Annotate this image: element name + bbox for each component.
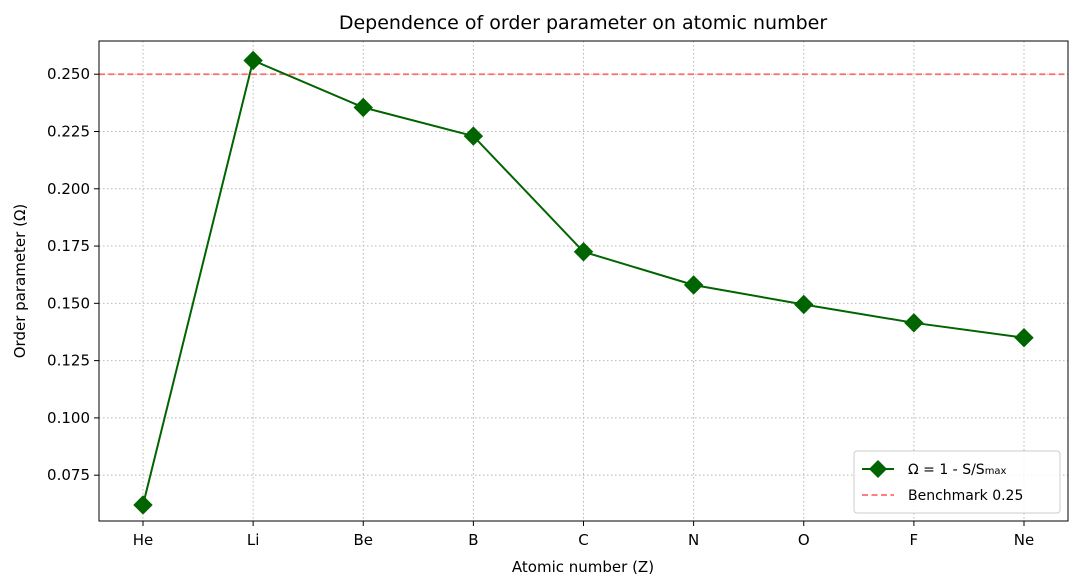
x-tick-label: B — [468, 531, 478, 549]
data-point-marker — [683, 275, 704, 295]
y-tick-label: 0.175 — [47, 237, 90, 255]
y-tick-label: 0.100 — [47, 409, 90, 427]
x-tick-label: Ne — [1014, 531, 1034, 549]
legend-box — [853, 450, 1061, 514]
data-point-marker — [573, 242, 594, 262]
x-tick-label: F — [910, 531, 919, 549]
data-point-marker — [1014, 327, 1034, 348]
x-tick-label: O — [798, 531, 810, 549]
y-tick-label: 0.250 — [47, 65, 90, 83]
legend-series-marker — [869, 460, 887, 478]
y-tick-label: 0.150 — [47, 294, 90, 312]
data-point-marker — [794, 294, 814, 315]
x-tick-label: He — [133, 531, 154, 549]
y-tick-label: 0.075 — [47, 466, 90, 484]
data-point-marker — [353, 97, 373, 118]
data-point-marker — [904, 313, 924, 333]
y-tick-label: 0.200 — [47, 180, 90, 198]
chart-title: Dependence of order parameter on atomic … — [339, 12, 828, 34]
legend-benchmark-label: Benchmark 0.25 — [908, 488, 1023, 504]
y-tick-label: 0.125 — [47, 352, 90, 370]
grid — [99, 41, 1068, 521]
data-point-marker — [463, 126, 484, 146]
data-point-marker — [133, 495, 153, 515]
legend-series-label: Ω = 1 - S/Smax — [908, 462, 1007, 478]
y-ticks: 0.075 0.100 0.125 0.150 0.175 0.200 0.225 0.250 — [47, 65, 99, 484]
x-axis-label: Atomic number (Z) — [512, 558, 654, 576]
y-axis-label: Order parameter (Ω) — [11, 204, 29, 359]
series-layer — [133, 50, 1034, 515]
y-tick-label: 0.225 — [47, 123, 90, 141]
x-ticks: He Li Be B C N O F Ne — [133, 521, 1034, 549]
data-point-marker — [243, 50, 263, 71]
x-tick-label: Be — [353, 531, 373, 549]
x-tick-label: N — [688, 531, 699, 549]
x-tick-label: Li — [247, 531, 260, 549]
x-tick-label: C — [578, 531, 588, 549]
legend: Ω = 1 - S/Smax Benchmark 0.25 — [853, 450, 1061, 514]
